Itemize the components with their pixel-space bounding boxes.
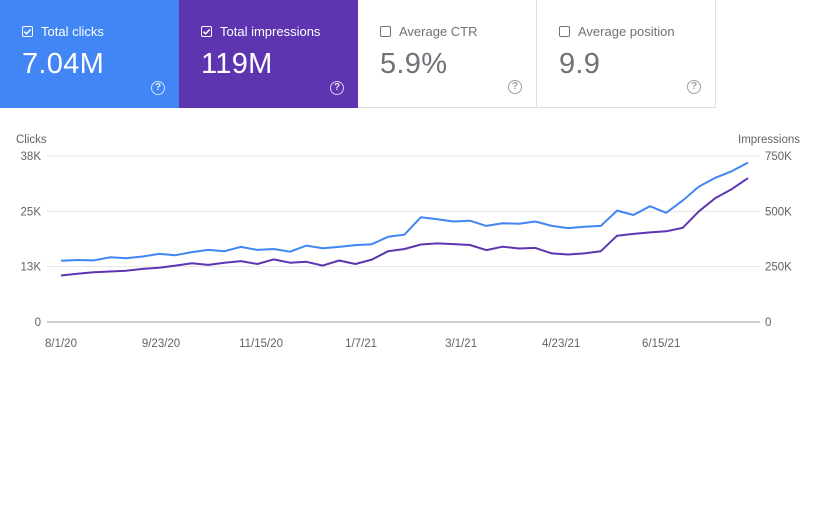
help-circle-icon[interactable]: ? xyxy=(508,80,522,94)
y-right-tick-label: 250K xyxy=(765,262,792,274)
chart-grid xyxy=(47,155,760,323)
x-tick-label: 9/23/20 xyxy=(142,338,180,350)
left-axis-title: Clicks xyxy=(16,134,47,146)
series-line xyxy=(60,161,749,262)
y-left-tick-label: 25K xyxy=(21,206,42,218)
card-value: 119M xyxy=(201,48,273,80)
card-label-row: Average CTR xyxy=(380,22,536,40)
help-circle-icon[interactable]: ? xyxy=(330,81,344,95)
card-label: Total impressions xyxy=(220,23,321,39)
help-circle-icon[interactable]: ? xyxy=(687,80,701,94)
card-label: Average CTR xyxy=(399,23,478,39)
card-value: 5.9% xyxy=(380,48,448,80)
total-impressions-card[interactable]: Total impressions 119M ? xyxy=(179,0,358,108)
y-right-tick-label: 750K xyxy=(765,151,792,163)
checkbox-empty-icon[interactable] xyxy=(559,25,570,37)
x-tick-label: 11/15/20 xyxy=(239,338,283,350)
average-position-card[interactable]: Average position 9.9 ? xyxy=(537,0,716,108)
performance-chart[interactable]: Clicks Impressions 0 0 13K 250K 25K 500K 38K 75… xyxy=(0,125,815,360)
series-line xyxy=(60,177,749,277)
card-label-row: Average position xyxy=(559,22,715,40)
x-tick-label: 3/1/21 xyxy=(445,338,477,350)
y-right-tick-label: 500K xyxy=(765,206,792,218)
x-tick-label: 6/15/21 xyxy=(642,338,680,350)
card-label-row: Total clicks xyxy=(22,22,179,40)
y-right-tick-label: 0 xyxy=(765,317,771,329)
y-left-tick-label: 0 xyxy=(35,317,41,329)
checkbox-empty-icon[interactable] xyxy=(380,25,391,37)
average-ctr-card[interactable]: Average CTR 5.9% ? xyxy=(358,0,537,108)
check-icon[interactable] xyxy=(201,25,212,37)
help-circle-icon[interactable]: ? xyxy=(151,81,165,95)
chart-lines xyxy=(60,161,749,277)
total-clicks-card[interactable]: Total clicks 7.04M ? xyxy=(0,0,179,108)
metric-cards: Total clicks 7.04M ? Total impressions 1… xyxy=(0,0,716,108)
chart-ticks: 0 0 13K 250K 25K 500K 38K 750K 8/1/20 9/23/20 11/1… xyxy=(21,151,793,350)
check-icon[interactable] xyxy=(22,25,33,37)
x-tick-label: 1/7/21 xyxy=(345,338,377,350)
card-label: Total clicks xyxy=(41,23,104,39)
x-tick-label: 4/23/21 xyxy=(542,338,580,350)
card-label-row: Total impressions xyxy=(201,22,358,40)
right-axis-title: Impressions xyxy=(738,134,800,146)
card-value: 7.04M xyxy=(22,48,105,80)
x-tick-label: 8/1/20 xyxy=(45,338,77,350)
y-left-tick-label: 13K xyxy=(21,262,42,274)
card-value: 9.9 xyxy=(559,48,601,80)
card-label: Average position xyxy=(578,23,675,39)
y-left-tick-label: 38K xyxy=(21,151,42,163)
